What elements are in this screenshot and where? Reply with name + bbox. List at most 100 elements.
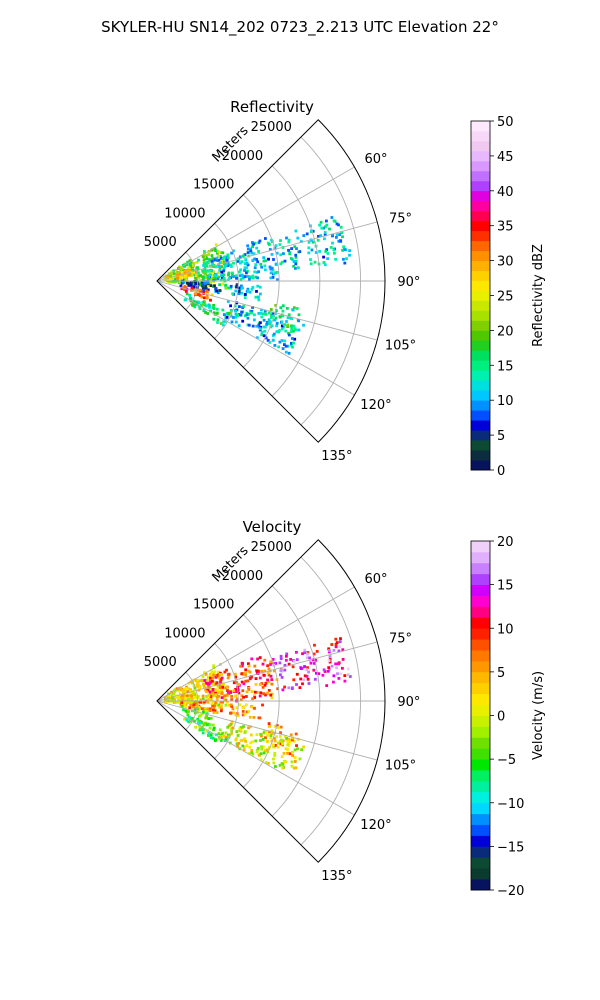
data-cell: [184, 709, 188, 713]
data-cell: [198, 307, 202, 311]
colorbar-tick-label: 10: [497, 622, 514, 637]
data-cell: [195, 680, 199, 684]
data-cell: [179, 280, 182, 284]
data-cell: [234, 289, 238, 293]
data-cell: [273, 725, 277, 728]
data-cell: [189, 703, 193, 707]
data-cell: [208, 686, 212, 690]
data-cell: [215, 696, 219, 699]
data-cell: [184, 705, 188, 709]
data-cell: [313, 662, 316, 665]
data-cell: [269, 663, 272, 666]
colorbar-label: Reflectivity dBZ: [531, 244, 546, 347]
data-cell: [250, 251, 254, 255]
data-cell: [247, 688, 251, 691]
data-cell: [186, 687, 189, 691]
data-cell: [285, 320, 288, 323]
data-cell: [220, 274, 223, 277]
data-cell: [226, 300, 230, 303]
data-cell: [201, 303, 205, 307]
data-cell: [169, 270, 173, 274]
data-cell: [206, 722, 210, 726]
data-cell: [232, 711, 236, 715]
data-cell: [334, 642, 338, 646]
data-cell: [269, 734, 273, 737]
data-cell: [190, 286, 194, 290]
data-cell: [215, 681, 219, 684]
data-cell: [214, 675, 218, 679]
data-cell: [240, 310, 244, 314]
data-cell: [209, 707, 212, 711]
data-cell: [320, 226, 324, 230]
data-cell: [258, 754, 261, 757]
data-cell: [299, 677, 303, 681]
data-cell: [189, 689, 192, 693]
data-cell: [279, 239, 282, 242]
data-cell: [181, 689, 185, 693]
data-cell: [292, 329, 295, 333]
data-cell: [292, 306, 296, 310]
data-cell: [249, 247, 252, 251]
data-cell: [195, 274, 198, 277]
data-cell: [209, 731, 213, 735]
data-cell: [187, 698, 191, 702]
data-cell: [178, 272, 182, 276]
data-cell: [213, 670, 217, 674]
azimuth-tick-label: 60°: [364, 572, 387, 587]
data-cell: [265, 323, 269, 326]
data-cell: [201, 284, 204, 288]
data-cell: [323, 263, 327, 267]
data-cell: [227, 271, 231, 275]
data-cell: [183, 269, 187, 273]
data-cell: [184, 687, 188, 690]
data-cell: [305, 675, 309, 678]
data-cell: [193, 302, 196, 306]
data-cell: [237, 313, 241, 317]
data-cell: [348, 249, 351, 252]
data-cell: [246, 316, 250, 320]
data-cell: [176, 277, 179, 280]
data-cell: [219, 680, 222, 684]
data-cell: [266, 671, 270, 675]
data-cell: [263, 329, 267, 333]
data-cell: [202, 258, 206, 262]
data-cell: [262, 673, 266, 677]
data-cell: [305, 668, 309, 672]
data-cell: [236, 682, 240, 686]
data-cell: [232, 689, 236, 693]
data-cell: [235, 706, 239, 710]
colorbar-tick-label: 30: [497, 255, 514, 270]
data-cell: [323, 233, 327, 237]
data-cell: [209, 716, 213, 720]
data-cell: [211, 676, 215, 680]
data-cell: [229, 286, 233, 290]
data-cell: [221, 683, 224, 687]
data-cell: [237, 286, 241, 290]
colorbar-swatch: [471, 180, 490, 192]
data-cell: [268, 311, 271, 315]
range-tick-label: 20000: [222, 149, 263, 164]
data-cell: [176, 270, 180, 274]
data-cell: [193, 688, 197, 692]
data-cell: [280, 676, 284, 679]
data-cell: [335, 222, 339, 226]
data-cell: [273, 669, 276, 673]
data-cell: [305, 656, 309, 660]
data-cell: [198, 305, 201, 308]
colorbar-swatch: [471, 726, 490, 738]
data-cell: [335, 666, 338, 670]
data-cell: [330, 664, 334, 668]
data-cell: [306, 652, 309, 656]
data-cell: [216, 684, 220, 688]
data-cell: [189, 264, 193, 268]
data-cell: [257, 298, 261, 302]
colorbar-swatch: [471, 420, 490, 431]
data-cell: [280, 755, 284, 759]
data-cell: [204, 678, 208, 682]
data-cell: [234, 309, 237, 313]
colorbar-swatch: [471, 595, 490, 607]
data-cell: [230, 695, 233, 698]
data-cell: [341, 248, 344, 252]
data-cell: [205, 690, 208, 694]
data-cell: [226, 692, 230, 695]
